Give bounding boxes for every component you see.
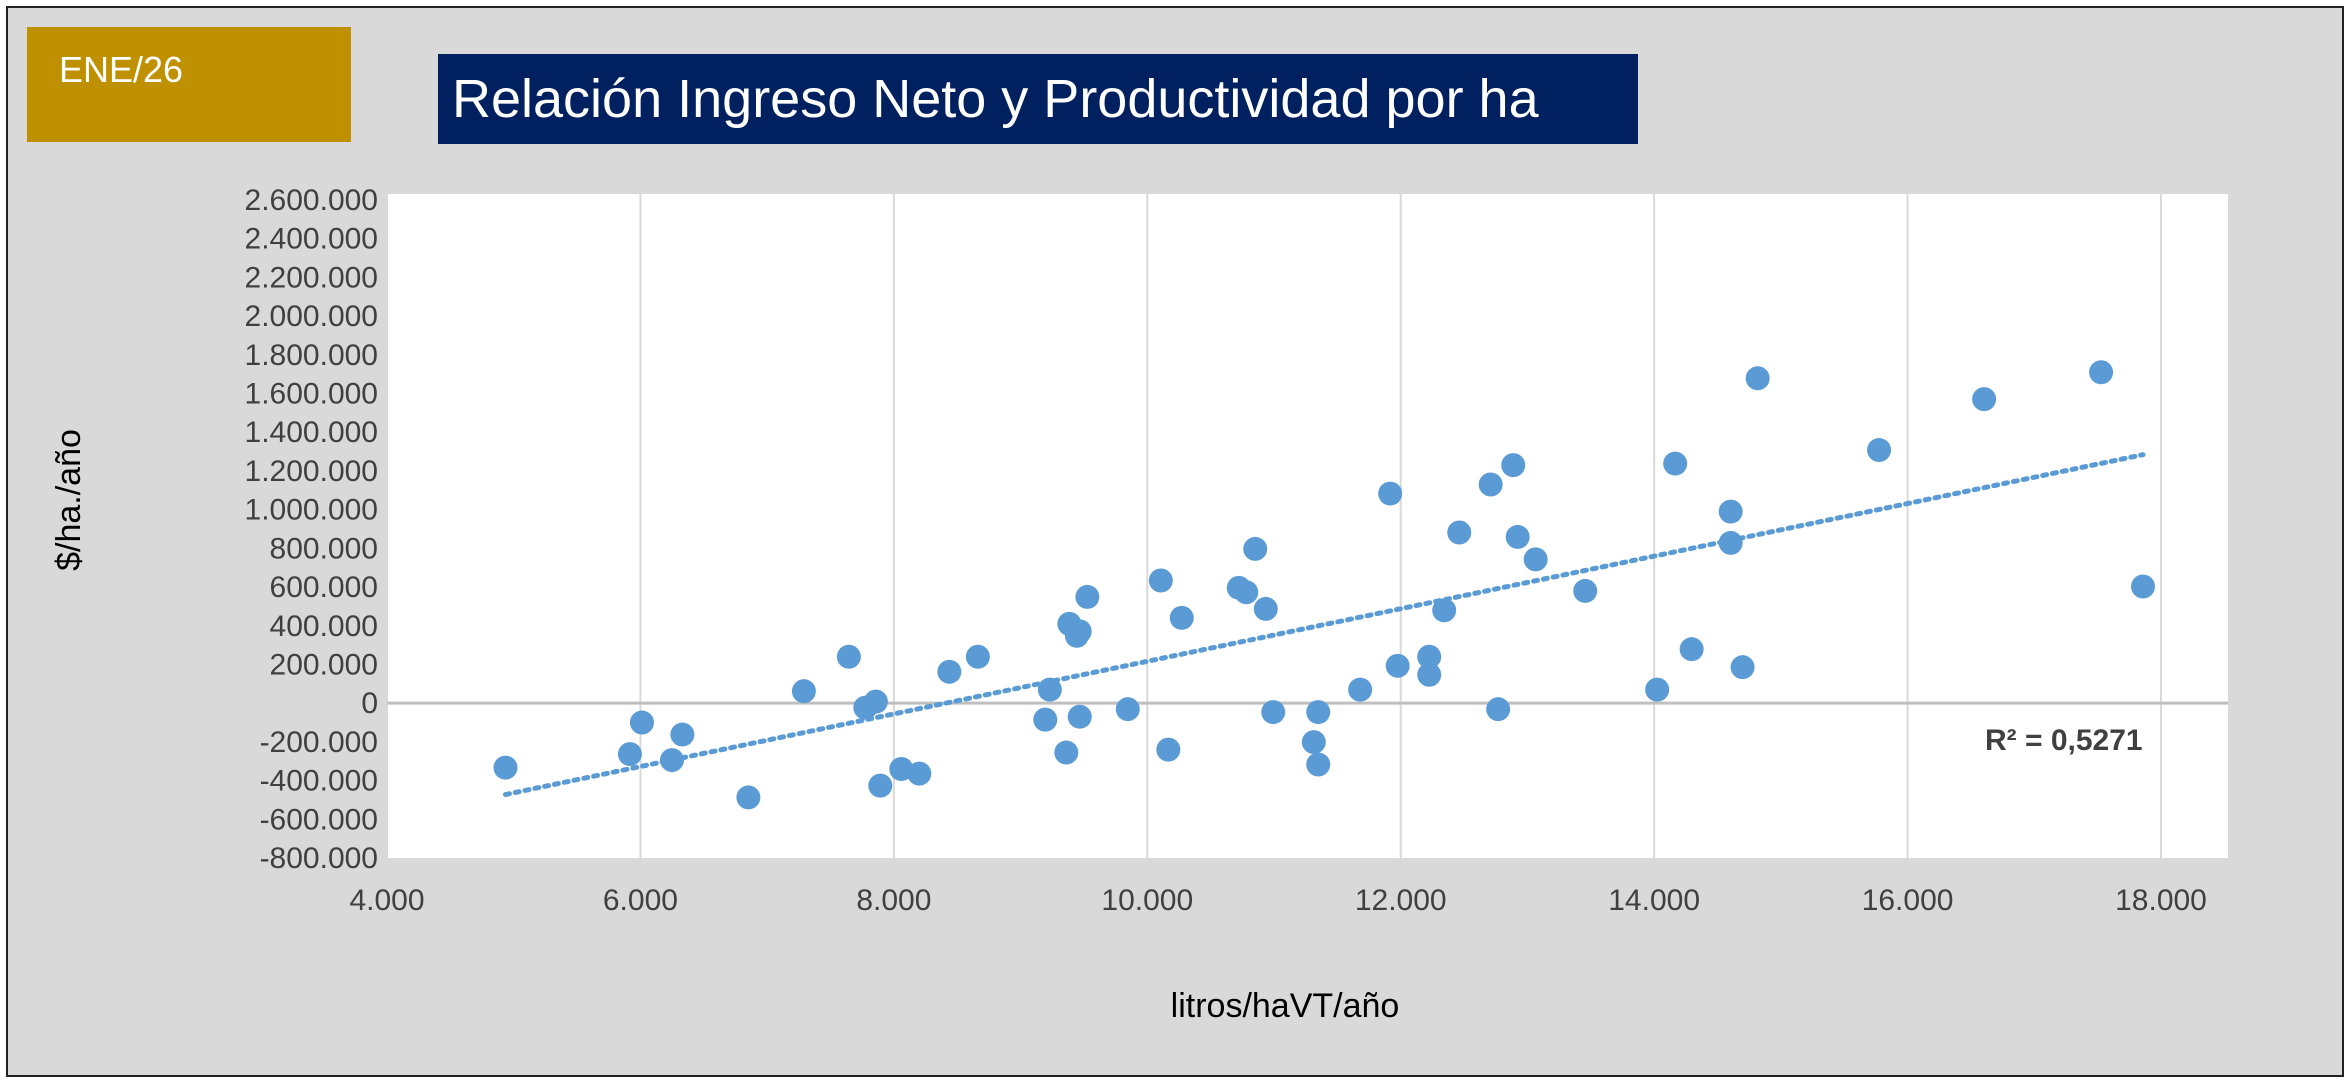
data-point: [1505, 524, 1530, 549]
data-point: [1033, 707, 1058, 732]
y-tick-label: 1.600.000: [245, 378, 378, 411]
data-points: [493, 360, 2156, 810]
data-point: [1730, 655, 1755, 680]
data-point: [1348, 677, 1373, 702]
data-point: [1645, 677, 1670, 702]
data-point: [736, 785, 761, 810]
data-point: [617, 742, 642, 767]
data-point: [1054, 740, 1079, 765]
data-point: [659, 748, 684, 773]
y-tick-label: -600.000: [260, 803, 378, 836]
y-tick-label: 2.200.000: [245, 261, 378, 294]
y-tick-label: 2.600.000: [245, 184, 378, 217]
data-point: [1156, 737, 1181, 762]
y-tick-label: -400.000: [260, 765, 378, 798]
data-point: [1447, 520, 1472, 545]
data-point: [629, 710, 654, 735]
x-tick-label: 18.000: [2115, 884, 2207, 917]
data-point: [1523, 547, 1548, 572]
x-tick-label: 8.000: [856, 884, 931, 917]
data-point: [1378, 481, 1403, 506]
x-tick-label: 12.000: [1355, 884, 1447, 917]
data-point: [1679, 637, 1704, 662]
x-tick-label: 6.000: [603, 884, 678, 917]
data-point: [863, 689, 888, 714]
y-tick-label: 1.800.000: [245, 339, 378, 372]
data-point: [1037, 677, 1062, 702]
data-point: [889, 756, 914, 781]
data-point: [1417, 644, 1442, 669]
data-point: [1745, 366, 1770, 391]
data-point: [2089, 360, 2114, 385]
y-tick-label: -800.000: [260, 842, 378, 875]
data-point: [937, 659, 962, 684]
y-tick-label: 2.000.000: [245, 300, 378, 333]
data-point: [1075, 584, 1100, 609]
data-point: [1478, 472, 1503, 497]
period-badge: ENE/26: [27, 27, 351, 142]
data-point: [868, 773, 893, 798]
y-tick-label: 2.400.000: [245, 223, 378, 256]
chart-title: Relación Ingreso Neto y Productividad po…: [438, 54, 1638, 144]
y-tick-label: 200.000: [270, 648, 378, 681]
data-point: [1261, 700, 1286, 725]
y-axis-label: $/ha./año: [50, 429, 88, 571]
data-point: [1253, 596, 1278, 621]
x-tick-label: 14.000: [1608, 884, 1700, 917]
trendline: [502, 452, 2146, 798]
data-point: [1067, 619, 1092, 644]
data-point: [1867, 438, 1892, 463]
data-point: [1301, 730, 1326, 755]
y-tick-label: 0: [361, 687, 378, 720]
data-point: [493, 755, 518, 780]
data-point: [1306, 700, 1331, 725]
x-tick-label: 16.000: [1862, 884, 1954, 917]
y-tick-label: -200.000: [260, 726, 378, 759]
data-point: [1067, 704, 1092, 729]
data-point: [1417, 662, 1442, 687]
data-point: [1663, 451, 1688, 476]
y-tick-label: 1.400.000: [245, 416, 378, 449]
data-point: [1501, 453, 1526, 478]
x-tick-labels: 4.000 6.000 8.000 10.000 12.000 14.000 16.000 1…: [349, 884, 2206, 917]
data-point: [1718, 530, 1743, 555]
data-point: [1718, 499, 1743, 524]
data-point: [1972, 387, 1997, 412]
y-tick-label: 600.000: [270, 571, 378, 604]
data-point: [1234, 580, 1259, 605]
y-tick-label: 800.000: [270, 532, 378, 565]
r-squared-annotation: R² = 0,5271: [1985, 724, 2143, 757]
data-point: [2131, 574, 2156, 599]
data-point: [965, 644, 990, 669]
gridlines: [386, 194, 2228, 858]
y-tick-label: 1.200.000: [245, 455, 378, 488]
data-point: [1306, 752, 1331, 777]
x-tick-label: 10.000: [1101, 884, 1193, 917]
data-point: [670, 722, 695, 747]
data-point: [1432, 598, 1457, 623]
data-point: [907, 761, 932, 786]
x-axis-label: litros/haVT/año: [1171, 987, 1400, 1025]
data-point: [1486, 697, 1511, 722]
data-point: [1169, 605, 1194, 630]
data-point: [791, 679, 816, 704]
data-point: [836, 644, 861, 669]
x-tick-label: 4.000: [349, 884, 424, 917]
data-point: [1243, 536, 1268, 561]
y-tick-label: 1.000.000: [245, 494, 378, 527]
y-tick-label: 400.000: [270, 610, 378, 643]
y-tick-labels: 2.600.000 2.400.000 2.200.000 2.000.000 1.80…: [245, 184, 378, 875]
data-point: [1385, 653, 1410, 678]
data-point: [1148, 568, 1173, 593]
data-point: [1115, 697, 1140, 722]
data-point: [1573, 578, 1598, 603]
